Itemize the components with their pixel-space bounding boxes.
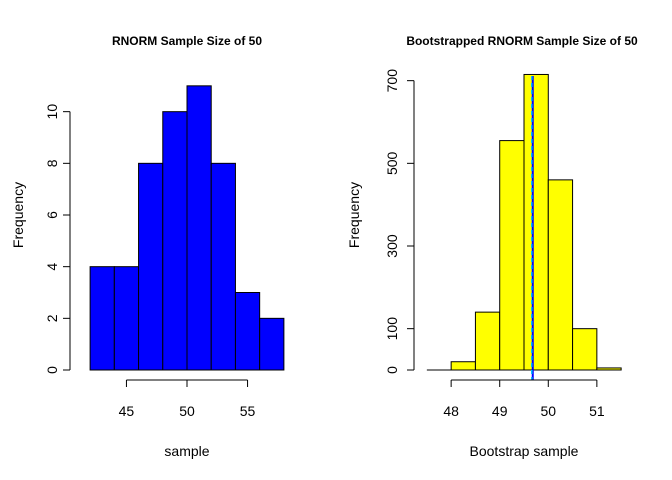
histogram-bar xyxy=(523,73,549,371)
chart-title: RNORM Sample Size of 50 xyxy=(112,34,262,48)
x-tick-label: 51 xyxy=(589,403,605,419)
histogram-bar xyxy=(138,162,164,371)
x-axis-title: sample xyxy=(164,443,209,459)
x-tick-label: 50 xyxy=(540,403,556,419)
y-tick-label: 500 xyxy=(384,151,400,175)
histogram-bar xyxy=(186,85,212,371)
histogram-bar xyxy=(547,179,574,371)
histogram-bar xyxy=(572,328,598,371)
x-axis-title: Bootstrap sample xyxy=(470,443,579,459)
y-tick-label: 0 xyxy=(384,366,400,374)
x-tick-label: 48 xyxy=(443,403,459,419)
y-axis-title: Frequency xyxy=(10,182,26,248)
y-tick-label: 100 xyxy=(384,317,400,341)
x-tick-label: 50 xyxy=(179,403,195,419)
y-tick-label: 10 xyxy=(44,104,60,120)
histogram-panel-2: Bootstrapped RNORM Sample Size of 50 48 49… xyxy=(346,34,638,459)
histogram-bar xyxy=(474,311,501,371)
x-tick-label: 45 xyxy=(119,403,135,419)
y-tick-label: 2 xyxy=(44,314,60,322)
histogram-bar xyxy=(210,162,236,371)
y-axis-title: Frequency xyxy=(346,182,362,248)
histogram-bar xyxy=(162,111,188,371)
histogram-bar xyxy=(450,361,476,371)
y-tick-label: 6 xyxy=(44,211,60,219)
y-tick-label: 4 xyxy=(44,263,60,271)
x-tick-label: 55 xyxy=(240,403,256,419)
histogram-panel-1: RNORM Sample Size of 50 45 50 55 sample 0 2 4 6 8… xyxy=(10,34,285,459)
y-tick-label: 8 xyxy=(44,159,60,167)
y-tick-label: 300 xyxy=(384,234,400,258)
histogram-bar xyxy=(89,266,115,371)
y-tick-label: 0 xyxy=(44,366,60,374)
histogram-bar xyxy=(113,266,140,371)
histogram-bar xyxy=(234,292,261,371)
x-tick-label: 49 xyxy=(492,403,508,419)
chart-title: Bootstrapped RNORM Sample Size of 50 xyxy=(406,34,638,48)
histogram-bar xyxy=(499,140,525,371)
y-tick-label: 700 xyxy=(384,69,400,93)
histogram-bar xyxy=(259,317,285,371)
histogram-bar xyxy=(596,367,622,371)
